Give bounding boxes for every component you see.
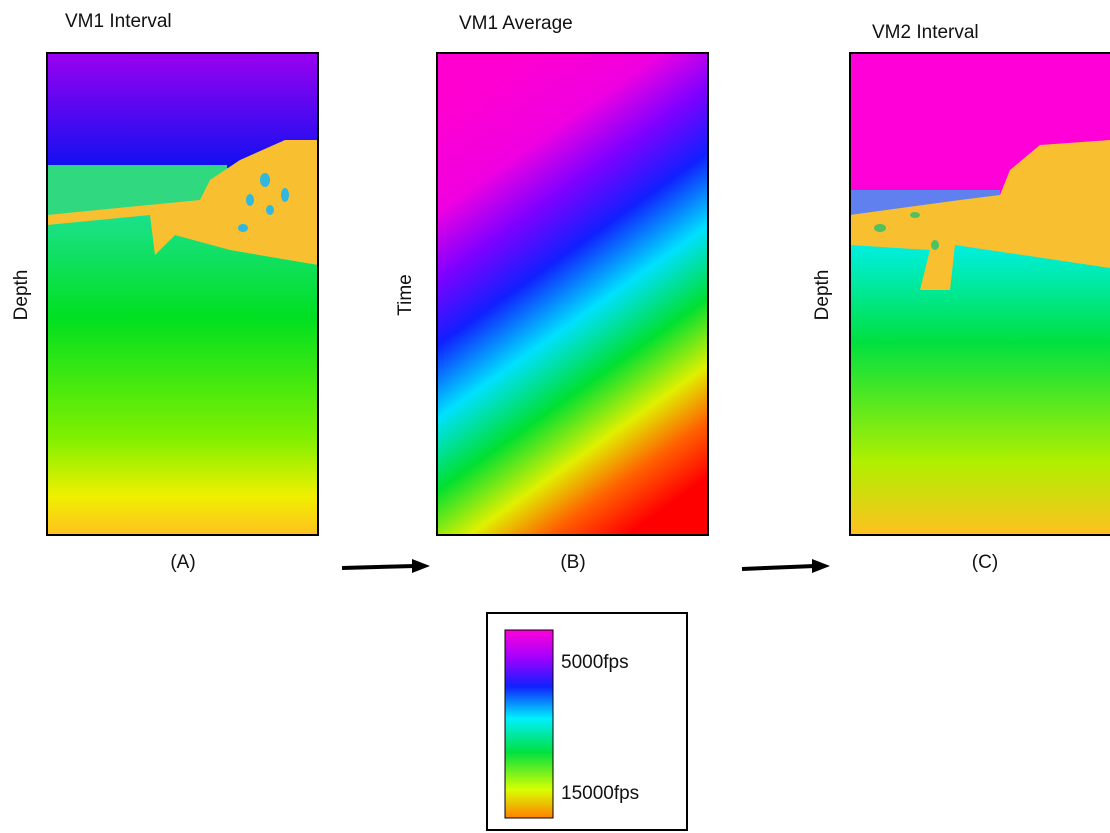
axis-label: Depth <box>812 270 833 321</box>
panel-caption: (B) <box>560 552 585 573</box>
legend-label: 5000fps <box>561 652 629 673</box>
panel-a-frame <box>46 52 319 536</box>
panel-b-image <box>436 52 709 536</box>
panel-title: VM1 Interval <box>65 11 172 32</box>
panel-c-image <box>850 53 1110 535</box>
panel-title: VM1 Average <box>459 13 573 34</box>
axis-label: Depth <box>11 270 32 321</box>
legend-label: 15000fps <box>561 783 639 804</box>
arrow <box>741 559 830 573</box>
panel-title: VM2 Interval <box>872 22 979 43</box>
panel-a-image <box>47 53 318 535</box>
colorbar <box>504 629 554 819</box>
axis-label: Time <box>395 274 416 316</box>
panel-c-frame <box>849 52 1110 536</box>
panel-caption: (C) <box>972 552 998 573</box>
arrow <box>341 559 430 573</box>
panel-caption: (A) <box>170 552 195 573</box>
